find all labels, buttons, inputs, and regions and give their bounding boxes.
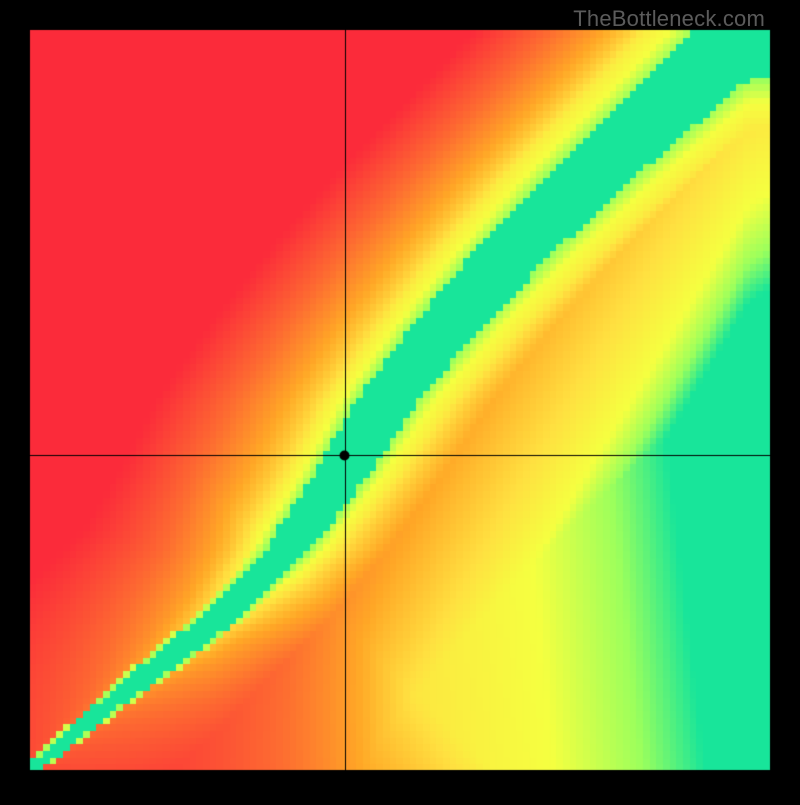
bottleneck-heatmap [0, 0, 800, 800]
heatmap-canvas-wrap [0, 0, 800, 805]
watermark-text: TheBottleneck.com [573, 6, 765, 32]
